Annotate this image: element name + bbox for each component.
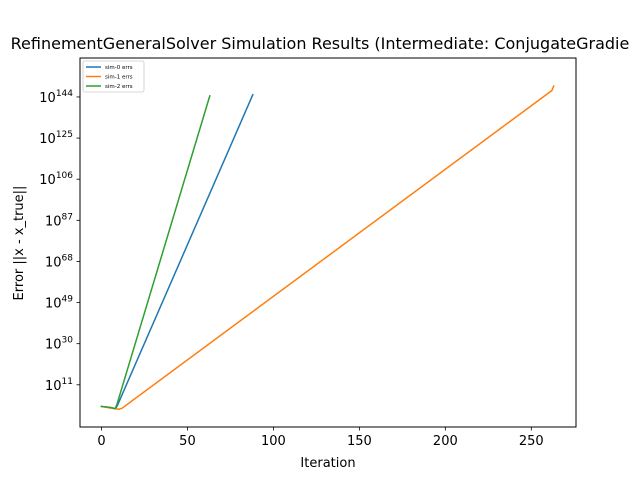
x-tick-label: 50 <box>179 434 196 449</box>
series-layer <box>100 85 555 410</box>
legend: sim-0 errs sim-1 errs sim-2 errs <box>82 60 145 93</box>
x-tick-label: 0 <box>97 434 105 449</box>
y-tick-label: 1049 <box>45 295 73 312</box>
legend-label-0: sim-0 errs <box>105 65 133 71</box>
chart-title: RefinementGeneralSolver Simulation Resul… <box>11 34 630 53</box>
legend-frame <box>82 60 145 93</box>
y-tick-label: 1011 <box>45 377 73 394</box>
y-tick-label: 1068 <box>45 253 73 270</box>
legend-label-2: sim-2 errs <box>105 84 133 90</box>
legend-label-1: sim-1 errs <box>105 75 133 81</box>
y-tick-label: 10144 <box>39 89 73 106</box>
plot-area <box>79 57 577 428</box>
y-tick-label: 10106 <box>39 171 73 188</box>
x-tick-label: 250 <box>519 434 544 449</box>
y-axis-label: Error ||x - x_true|| <box>12 186 27 301</box>
x-tick-label: 100 <box>261 434 286 449</box>
series-line-2 <box>100 94 211 410</box>
plot-frame <box>79 57 577 428</box>
x-tick-label: 150 <box>347 434 372 449</box>
x-axis-ticks: 0 50 100 150 200 250 <box>97 427 544 449</box>
x-axis-label: Iteration <box>300 456 355 471</box>
y-tick-label: 10125 <box>39 130 73 147</box>
y-axis-ticks: 1011 1030 1049 1068 1087 10106 10125 10144 <box>39 89 80 394</box>
y-tick-label: 1030 <box>45 336 73 353</box>
y-tick-label: 1087 <box>45 212 73 229</box>
x-tick-label: 200 <box>433 434 458 449</box>
